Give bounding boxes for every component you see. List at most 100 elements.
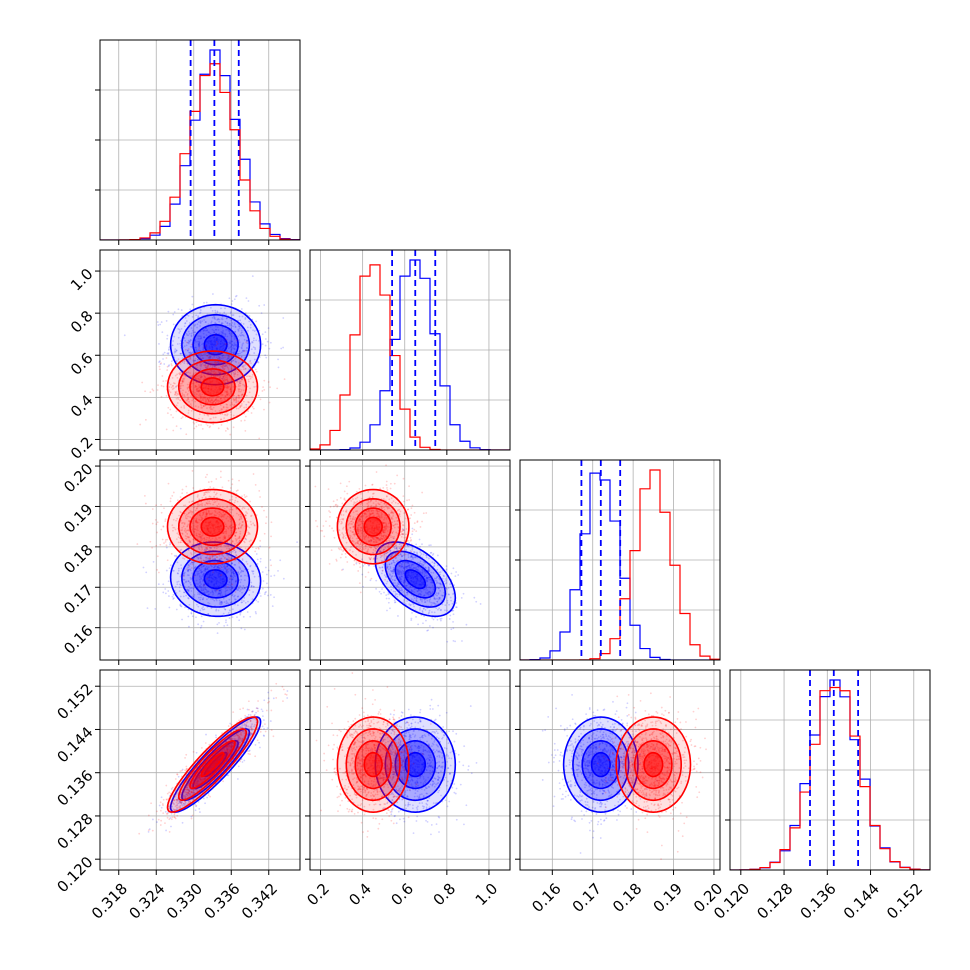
scatter-point — [197, 424, 200, 426]
scatter-point — [206, 398, 209, 401]
scatter-point — [282, 317, 285, 319]
scatter-point — [230, 348, 233, 351]
scatter-point — [177, 396, 179, 399]
scatter-point — [197, 344, 200, 346]
scatter-point — [209, 363, 212, 366]
scatter-point — [210, 339, 213, 342]
scatter-point — [208, 353, 210, 356]
scatter-point — [226, 414, 229, 417]
scatter-point — [217, 381, 220, 384]
scatter-point — [173, 351, 176, 354]
scatter-point — [219, 567, 222, 570]
scatter-point — [223, 378, 226, 380]
scatter-point — [239, 326, 241, 328]
scatter-point — [240, 356, 243, 358]
scatter-point — [158, 368, 161, 371]
scatter-point — [261, 571, 264, 573]
scatter-point — [216, 347, 219, 350]
scatter-point — [251, 341, 253, 343]
scatter-point — [228, 355, 231, 358]
scatter-point — [164, 541, 167, 543]
scatter-point — [245, 341, 248, 344]
scatter-point — [217, 395, 220, 398]
scatter-point — [209, 486, 212, 488]
scatter-point — [244, 363, 247, 366]
scatter-point — [216, 326, 219, 329]
scatter-point — [222, 379, 225, 382]
scatter-point — [231, 322, 234, 324]
scatter-point — [204, 353, 207, 356]
scatter-point — [187, 398, 190, 401]
scatter-point — [408, 485, 410, 488]
scatter-point — [238, 479, 240, 482]
scatter-point — [202, 346, 205, 349]
scatter-point — [192, 372, 195, 375]
scatter-point — [187, 330, 190, 333]
scatter-point — [449, 614, 452, 617]
scatter-point — [235, 396, 238, 399]
scatter-point — [411, 611, 413, 614]
scatter-point — [162, 583, 165, 586]
scatter-point — [229, 577, 232, 580]
scatter-point — [256, 360, 259, 363]
scatter-point — [218, 621, 220, 624]
scatter-point — [162, 385, 165, 388]
scatter-point — [387, 601, 390, 604]
scatter-point — [159, 323, 162, 326]
scatter-point — [268, 546, 271, 549]
scatter-point — [276, 387, 279, 390]
scatter-point — [228, 380, 231, 383]
scatter-point — [221, 408, 223, 411]
scatter-point — [232, 325, 234, 328]
scatter-point — [226, 350, 229, 353]
scatter-point — [209, 401, 212, 404]
scatter-point — [225, 384, 228, 387]
scatter-point — [171, 494, 174, 497]
scatter-point — [186, 349, 189, 352]
scatter-point — [221, 330, 224, 333]
scatter-point — [196, 316, 199, 319]
scatter-point — [218, 356, 221, 359]
scatter-point — [179, 382, 182, 385]
scatter-point — [193, 324, 196, 327]
scatter-point — [254, 611, 257, 613]
scatter-point — [198, 342, 201, 345]
scatter-point — [165, 379, 167, 382]
scatter-point — [246, 326, 249, 329]
scatter-point — [230, 324, 233, 327]
scatter-point — [209, 355, 212, 358]
scatter-point — [246, 340, 249, 342]
scatter-point — [204, 404, 207, 407]
scatter-point — [229, 350, 232, 353]
scatter-point — [428, 544, 431, 547]
scatter-point — [221, 373, 223, 376]
scatter-point — [186, 341, 189, 344]
scatter-point — [233, 399, 236, 401]
scatter-point — [214, 343, 217, 346]
scatter-point — [234, 325, 237, 328]
scatter-point — [261, 587, 264, 590]
scatter-point — [210, 408, 213, 410]
scatter-point — [258, 304, 261, 307]
scatter-point — [199, 322, 202, 324]
scatter-point — [214, 325, 217, 328]
scatter-point — [213, 343, 216, 346]
scatter-point — [198, 385, 201, 388]
scatter-point — [177, 398, 180, 400]
scatter-point — [220, 418, 223, 421]
scatter-point — [188, 565, 191, 568]
scatter-point — [136, 543, 139, 545]
scatter-point — [248, 391, 251, 394]
scatter-point — [172, 323, 175, 326]
scatter-point — [186, 491, 188, 494]
scatter-point — [213, 317, 216, 320]
scatter-point — [156, 531, 159, 534]
scatter-point — [181, 357, 184, 359]
scatter-point — [209, 356, 212, 359]
scatter-point — [195, 385, 198, 388]
scatter-point — [235, 397, 238, 399]
scatter-point — [188, 625, 190, 628]
scatter-point — [221, 345, 223, 348]
scatter-point — [226, 393, 228, 395]
scatter-point — [216, 336, 219, 339]
